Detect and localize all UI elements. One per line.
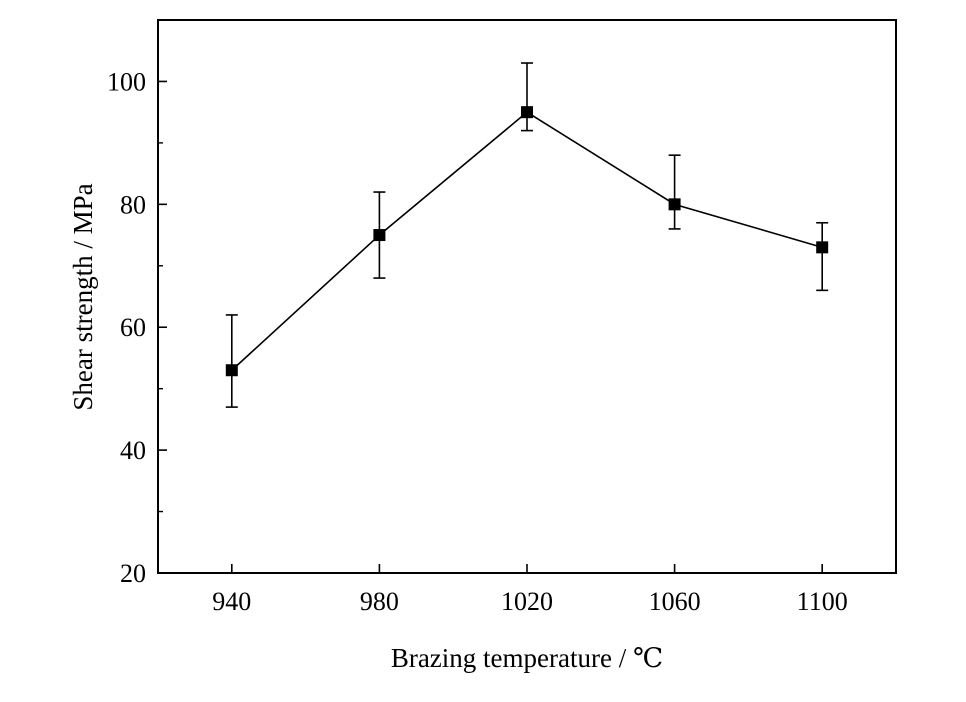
y-tick-label: 20 (120, 559, 146, 588)
y-tick-label: 80 (120, 190, 146, 219)
axis-ticks: 940 980 1020 1060 1100 20 40 60 80 100 (107, 67, 848, 616)
data-point-marker (521, 106, 533, 119)
x-tick-label: 1060 (649, 587, 701, 616)
data-point-marker (816, 241, 829, 254)
error-bars (225, 62, 829, 408)
y-tick-label: 60 (120, 313, 146, 342)
data-point-marker (668, 198, 681, 211)
y-tick-label: 100 (107, 67, 146, 96)
data-point-marker (225, 364, 238, 377)
error-bar (521, 62, 533, 132)
error-bar (668, 154, 681, 230)
error-bar (816, 221, 829, 292)
y-axis-title: Shear strength / MPa (68, 183, 98, 410)
x-tick-label: 1020 (501, 587, 553, 616)
x-tick-label: 980 (360, 587, 399, 616)
data-markers (225, 106, 829, 377)
y-tick-label: 40 (120, 436, 146, 465)
x-axis-title: Brazing temperature / ℃ (391, 643, 663, 673)
error-bar (225, 314, 238, 408)
data-point-marker (373, 229, 386, 242)
series-line (231, 111, 823, 371)
x-tick-label: 940 (212, 587, 251, 616)
x-tick-label: 1100 (797, 587, 848, 616)
